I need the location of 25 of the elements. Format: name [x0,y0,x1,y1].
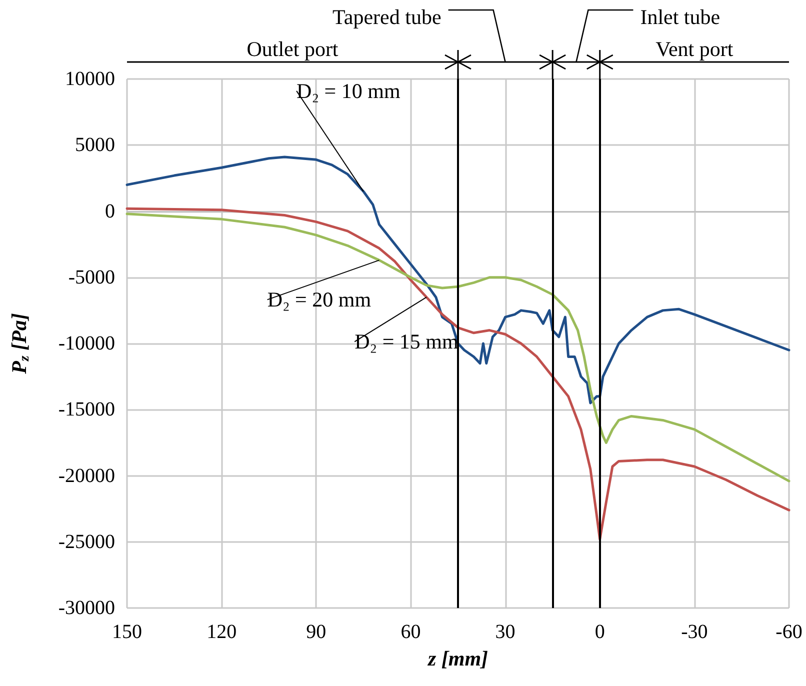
text: D₂ = 10 mm [296,78,400,103]
y-tick-label: 5000 [75,134,115,156]
y-tick-label: -10000 [58,332,115,354]
x-tick-label: 30 [495,621,516,643]
x-tick-label: 60 [400,621,421,643]
x-tick-label: -60 [776,621,802,643]
x-tick-label: 0 [594,621,605,643]
text: Vent port [656,37,734,61]
y-axis-title: Pz [Pa] [7,313,32,375]
text: Inlet tube [640,5,720,29]
series-label: D₂ = 15 mm [354,330,458,354]
x-tick-label: -30 [681,621,708,643]
y-tick-label: -25000 [58,530,115,553]
y-tick-label: -20000 [58,464,115,487]
y-tick-label: -15000 [58,398,115,421]
x-axis-title: z [mm] [426,646,488,670]
text: Outlet port [246,37,338,61]
y-tick-label: 0 [105,200,115,222]
x-tick-label: 90 [306,621,326,643]
x-tick-label: 120 [206,621,237,643]
y-tick-label: -5000 [68,266,115,288]
y-tick-label: 10000 [65,68,115,90]
text: Tapered tube [332,5,442,29]
x-tick-label: 150 [112,621,142,643]
y-tick-label: -30000 [58,597,115,619]
